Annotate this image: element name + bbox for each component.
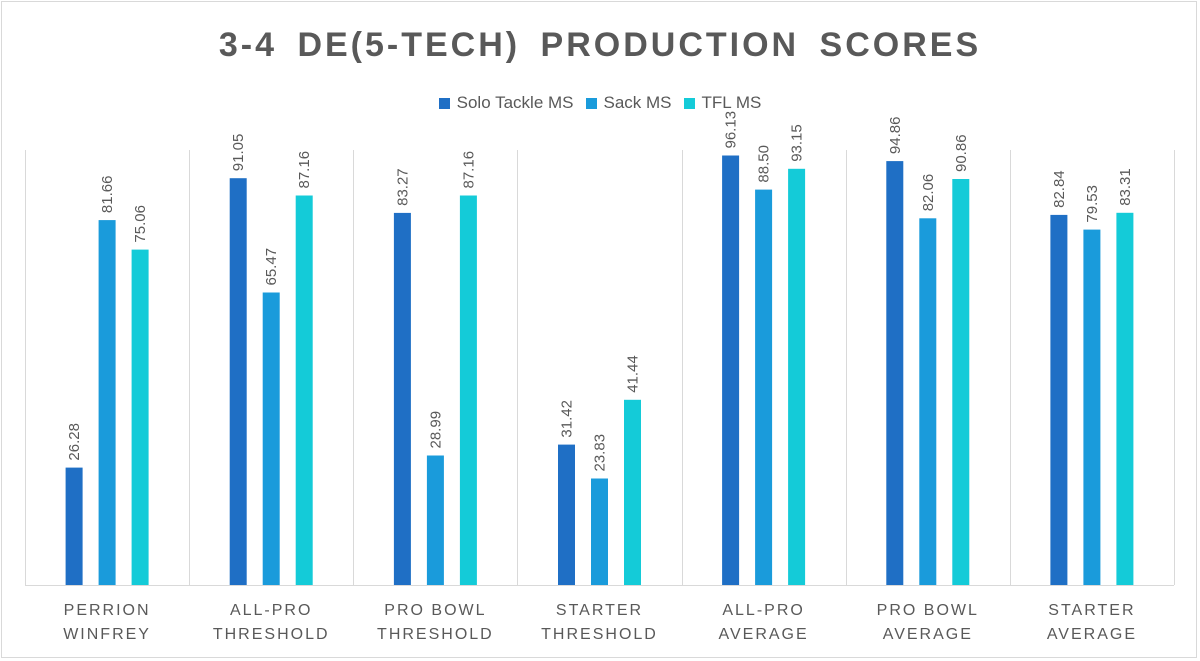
x-tick-label-3-1: THRESHOLD — [541, 626, 658, 643]
bar-solo-tackle-ms-2[interactable] — [393, 212, 411, 585]
data-label-tfl-ms-1: 87.16 — [296, 151, 313, 189]
data-label-solo-tackle-ms-3: 31.42 — [559, 400, 576, 438]
x-tick-label-2-1: THRESHOLD — [377, 626, 494, 643]
x-tick-label-0-0: PERRION — [64, 602, 151, 619]
x-tick-label-2-0: PRO BOWL — [384, 602, 486, 619]
bar-sack-ms-0[interactable] — [98, 220, 116, 585]
x-tick-label-1-1: THRESHOLD — [213, 626, 330, 643]
data-label-tfl-ms-3: 41.44 — [625, 355, 642, 393]
bar-tfl-ms-3[interactable] — [624, 399, 641, 585]
x-tick-label-6-1: AVERAGE — [1047, 626, 1137, 643]
data-label-solo-tackle-ms-5: 94.86 — [887, 117, 904, 155]
legend-label-solo-tackle: Solo Tackle MS — [456, 93, 574, 112]
bar-sack-ms-2[interactable] — [426, 455, 444, 586]
x-tick-label-5-1: AVERAGE — [883, 626, 973, 643]
data-label-sack-ms-4: 88.50 — [756, 145, 773, 183]
legend-item-sack[interactable]: Sack MS — [585, 93, 672, 113]
data-label-tfl-ms-5: 90.86 — [953, 134, 970, 172]
bar-solo-tackle-ms-4[interactable] — [722, 155, 740, 586]
bar-sack-ms-5[interactable] — [919, 218, 937, 586]
x-tick-label-1-0: ALL-PRO — [230, 602, 312, 619]
data-label-sack-ms-5: 82.06 — [920, 174, 937, 212]
data-label-solo-tackle-ms-2: 83.27 — [394, 168, 411, 206]
data-label-solo-tackle-ms-4: 96.13 — [723, 111, 740, 149]
x-tick-label-0-1: WINFREY — [63, 626, 151, 643]
bar-solo-tackle-ms-1[interactable] — [229, 178, 247, 585]
chart-title: 3-4 DE(5-TECH) PRODUCTION SCORES — [218, 26, 982, 64]
legend-swatch-sack — [585, 97, 597, 109]
legend-swatch-tfl — [683, 97, 695, 109]
bar-tfl-ms-5[interactable] — [952, 179, 970, 585]
data-label-sack-ms-1: 65.47 — [263, 248, 280, 286]
bar-tfl-ms-2[interactable] — [459, 195, 477, 586]
data-label-solo-tackle-ms-0: 26.28 — [66, 423, 83, 461]
x-tick-label-4-0: ALL-PRO — [722, 602, 804, 619]
data-label-tfl-ms-2: 87.16 — [460, 151, 477, 189]
bar-solo-tackle-ms-5[interactable] — [886, 161, 904, 585]
data-label-tfl-ms-6: 83.31 — [1117, 168, 1134, 206]
data-label-sack-ms-2: 28.99 — [427, 411, 444, 449]
legend-item-solo-tackle[interactable]: Solo Tackle MS — [438, 93, 574, 113]
data-label-tfl-ms-4: 93.15 — [789, 124, 806, 162]
data-label-solo-tackle-ms-6: 82.84 — [1051, 170, 1068, 208]
bar-solo-tackle-ms-3[interactable] — [558, 444, 575, 585]
legend-item-tfl[interactable]: TFL MS — [683, 93, 762, 113]
x-tick-label-6-0: STARTER — [1048, 602, 1135, 619]
bar-tfl-ms-6[interactable] — [1116, 212, 1134, 586]
data-label-sack-ms-3: 23.83 — [592, 434, 609, 472]
data-label-sack-ms-6: 79.53 — [1084, 185, 1101, 223]
data-label-sack-ms-0: 81.66 — [99, 176, 116, 214]
chart-legend: Solo Tackle MS Sack MS TFL MS — [0, 93, 1200, 113]
data-label-tfl-ms-0: 75.06 — [132, 205, 149, 243]
x-tick-label-4-1: AVERAGE — [719, 626, 809, 643]
x-tick-label-3-0: STARTER — [556, 602, 643, 619]
bar-solo-tackle-ms-0[interactable] — [65, 467, 83, 585]
bar-solo-tackle-ms-6[interactable] — [1050, 214, 1068, 585]
bar-tfl-ms-4[interactable] — [788, 168, 806, 586]
data-label-solo-tackle-ms-1: 91.05 — [230, 134, 247, 172]
legend-label-sack: Sack MS — [603, 93, 672, 112]
bar-sack-ms-4[interactable] — [755, 189, 773, 585]
bar-tfl-ms-0[interactable] — [131, 249, 149, 585]
bar-sack-ms-1[interactable] — [262, 292, 280, 586]
bar-tfl-ms-1[interactable] — [295, 195, 313, 586]
x-tick-label-5-0: PRO BOWL — [877, 602, 979, 619]
legend-swatch-solo-tackle — [438, 97, 450, 109]
bar-sack-ms-6[interactable] — [1083, 229, 1101, 585]
legend-label-tfl: TFL MS — [701, 93, 762, 112]
bar-sack-ms-3[interactable] — [591, 478, 608, 586]
